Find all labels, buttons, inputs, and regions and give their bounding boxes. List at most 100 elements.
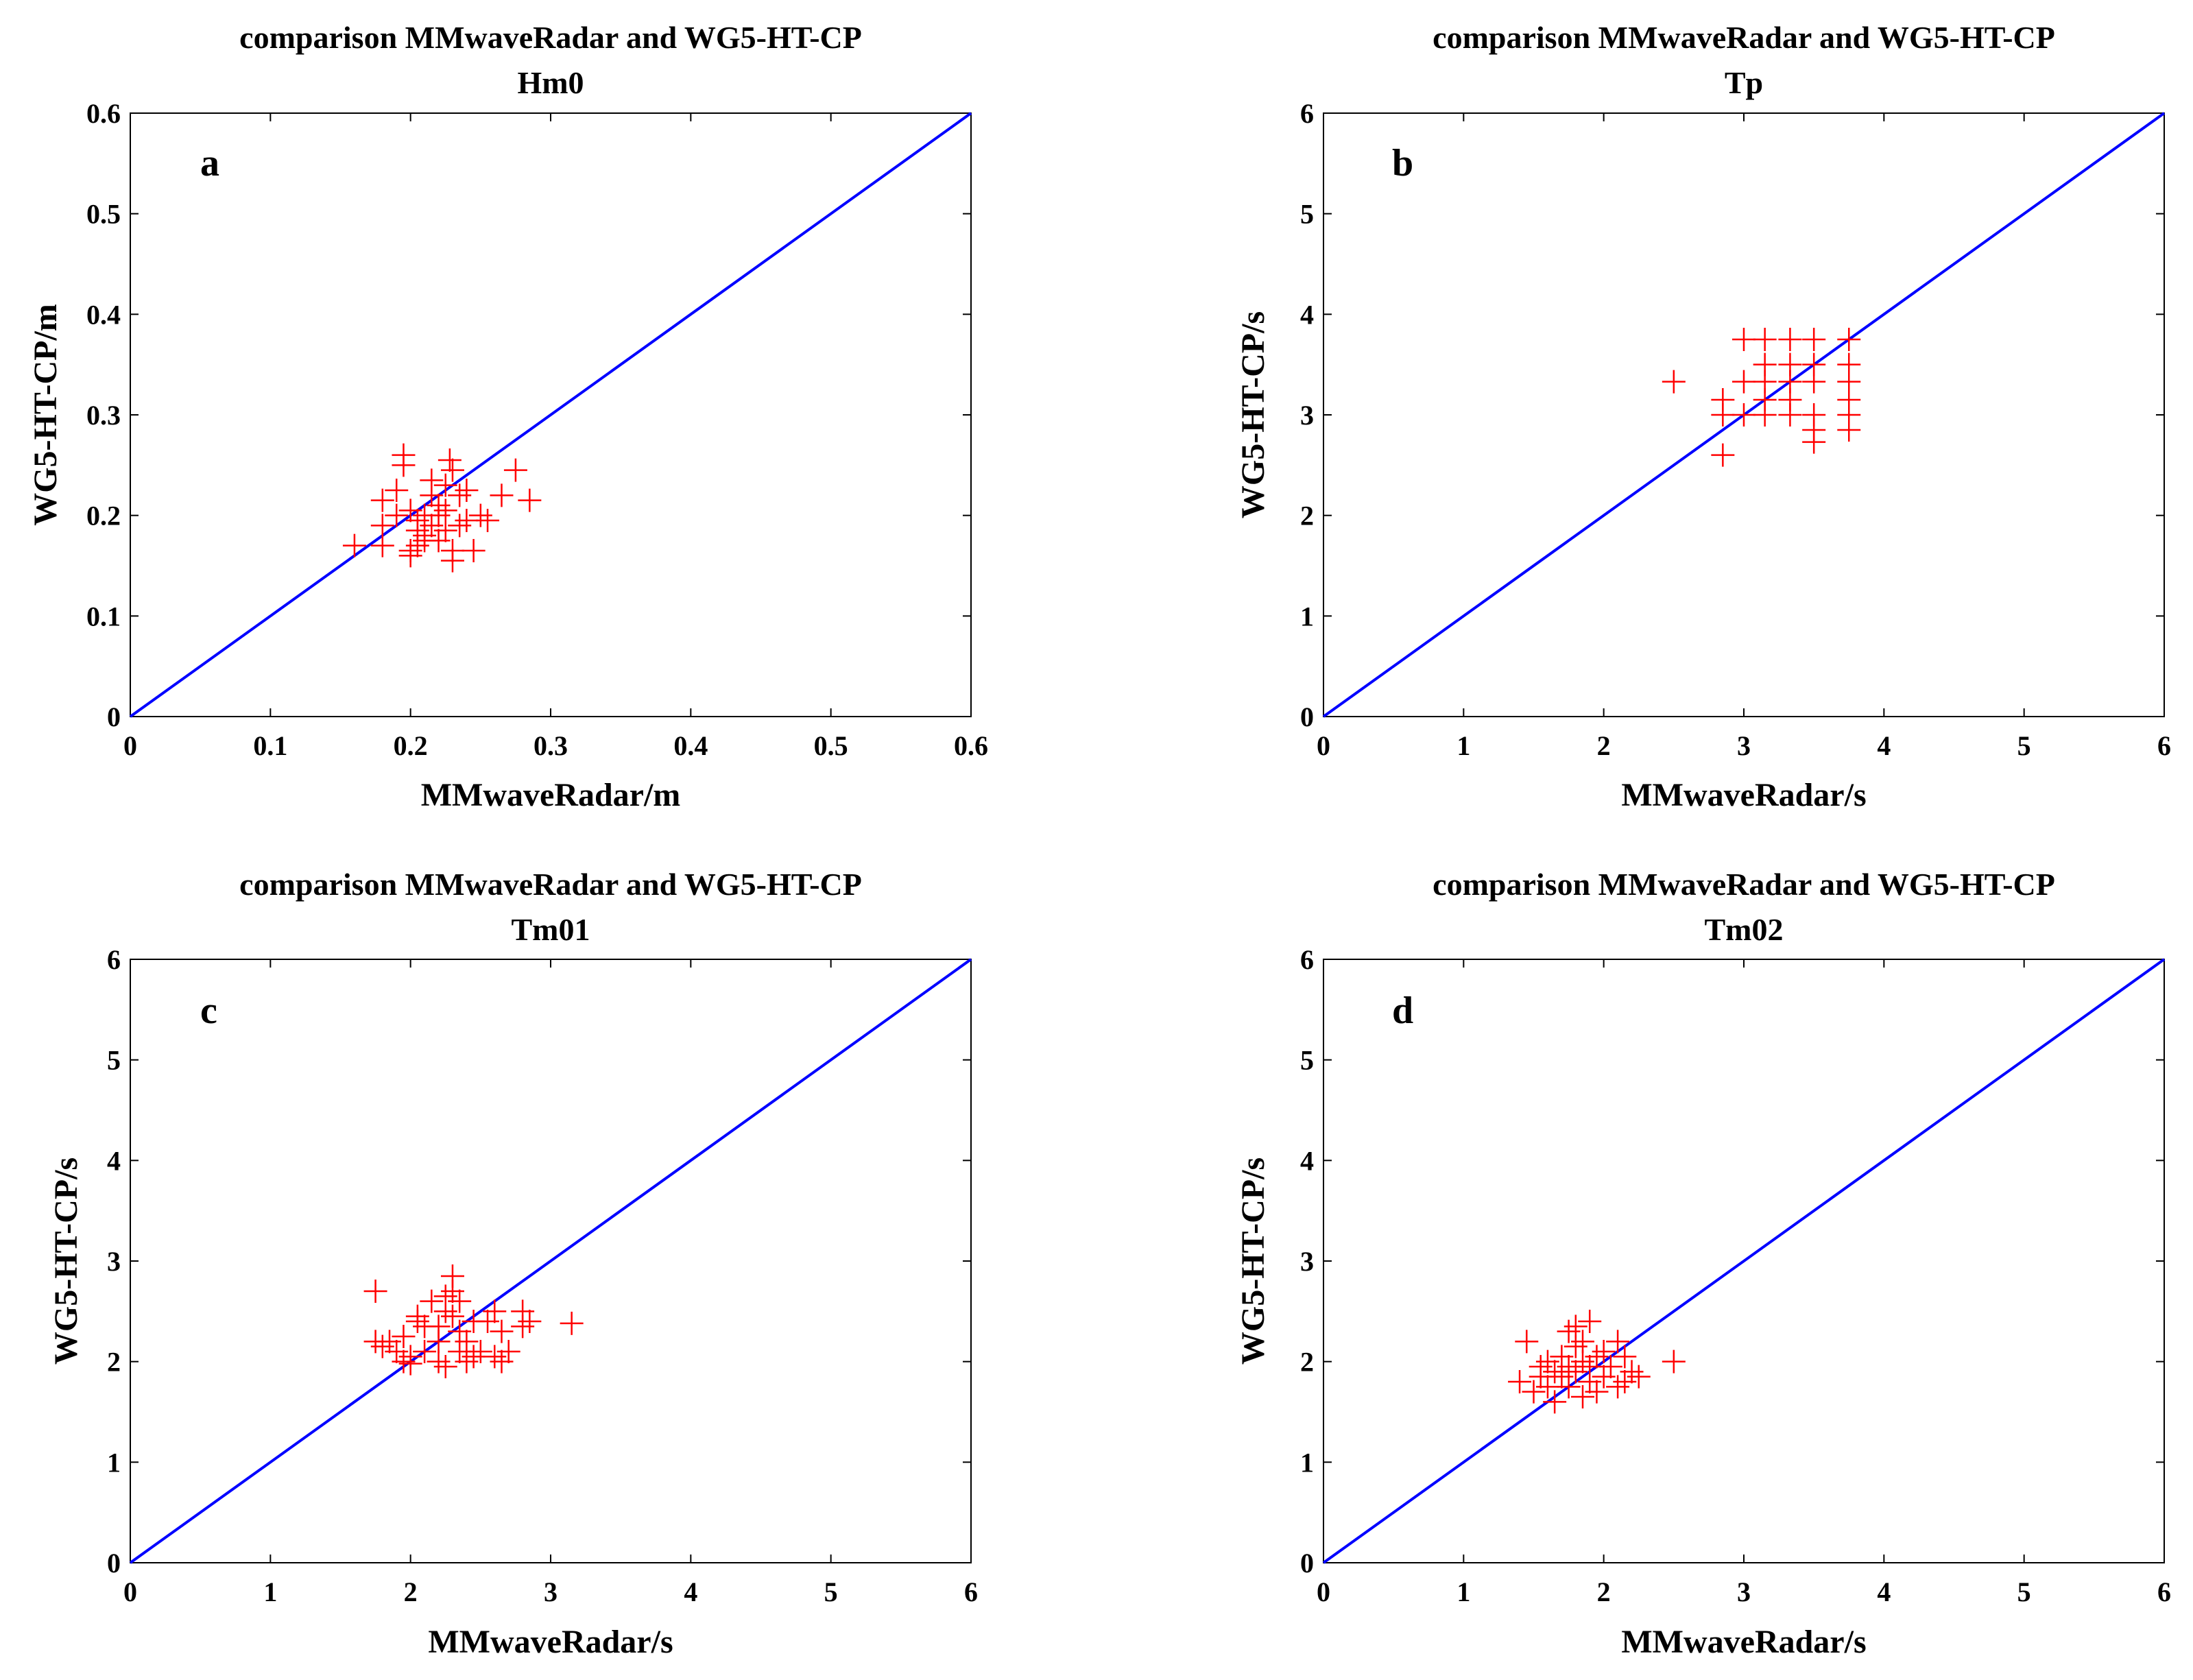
data-point — [1662, 1349, 1686, 1373]
data-point — [1557, 1355, 1581, 1378]
data-point — [455, 479, 479, 502]
data-point — [1732, 328, 1755, 351]
x-tick-label: 6 — [2157, 730, 2171, 761]
data-point — [1557, 1375, 1581, 1399]
data-point — [1778, 352, 1802, 376]
y-tick-label: 0.5 — [86, 199, 121, 230]
y-tick-label: 5 — [1300, 199, 1314, 230]
data-point — [398, 539, 422, 562]
data-point — [490, 1319, 514, 1343]
x-tick-label: 0.5 — [814, 730, 848, 761]
x-tick-label: 6 — [964, 1576, 978, 1607]
data-point — [1592, 1340, 1616, 1363]
y-tick-label: 6 — [107, 944, 121, 975]
data-point — [518, 488, 542, 512]
data-point — [413, 1340, 437, 1363]
data-point — [405, 509, 429, 532]
data-point — [413, 529, 437, 553]
data-point — [1732, 403, 1755, 427]
data-point — [448, 1319, 472, 1343]
data-point — [455, 1330, 479, 1354]
y-tick-label: 4 — [1300, 1145, 1314, 1176]
x-tick-label: 4 — [1877, 1576, 1891, 1607]
data-point — [440, 458, 464, 482]
x-tick-label: 5 — [2017, 1576, 2031, 1607]
data-point — [1606, 1330, 1630, 1354]
y-tick-label: 0 — [1300, 1548, 1314, 1579]
one-to-one-line — [129, 958, 972, 1564]
x-tick-label: 1 — [263, 1576, 277, 1607]
data-point — [427, 1349, 451, 1373]
data-point — [1557, 1319, 1581, 1343]
y-tick-label: 1 — [1300, 601, 1314, 632]
data-point — [503, 458, 527, 482]
x-tick-label: 1 — [1457, 1576, 1470, 1607]
data-point — [448, 1289, 472, 1313]
data-point — [1711, 443, 1735, 467]
one-to-one-line — [1322, 958, 2166, 1564]
data-point — [363, 1280, 387, 1303]
data-point — [440, 1304, 464, 1328]
x-tick-label: 3 — [1737, 730, 1751, 761]
y-tick-label: 0.2 — [86, 501, 121, 531]
x-tick-label: 2 — [1597, 730, 1611, 761]
data-point — [462, 1345, 486, 1369]
x-tick-label: 4 — [684, 1576, 697, 1607]
data-point — [560, 1311, 584, 1335]
x-tick-label: 0 — [1317, 730, 1330, 761]
y-tick-label: 0.6 — [86, 98, 121, 129]
x-tick-label: 2 — [404, 1576, 418, 1607]
y-axis-label: WG5-HT-CP/s — [1235, 311, 1271, 518]
y-tick-label: 2 — [1300, 501, 1314, 531]
data-point — [1620, 1360, 1644, 1384]
x-tick-label: 3 — [544, 1576, 558, 1607]
data-point — [433, 1355, 457, 1378]
y-tick-label: 0 — [107, 701, 121, 732]
data-point — [1837, 328, 1861, 351]
data-point — [511, 1315, 535, 1339]
data-point — [518, 1310, 542, 1333]
data-point — [1802, 403, 1826, 427]
y-axis-label: WG5-HT-CP/s — [48, 1157, 84, 1365]
data-point — [448, 514, 472, 538]
panel-letter: c — [200, 989, 217, 1032]
data-point — [1571, 1330, 1595, 1354]
y-tick-label: 4 — [1300, 299, 1314, 330]
data-point — [420, 468, 444, 492]
data-point — [1563, 1360, 1587, 1384]
data-point — [468, 503, 492, 527]
data-point — [476, 509, 500, 532]
x-axis-label: MMwaveRadar/s — [428, 1624, 673, 1660]
data-point — [385, 503, 409, 527]
x-tick-label: 2 — [1597, 1576, 1611, 1607]
data-point — [1662, 370, 1686, 394]
x-tick-label: 1 — [1457, 730, 1470, 761]
y-tick-label: 1 — [1300, 1447, 1314, 1478]
x-axis-label: MMwaveRadar/m — [421, 777, 681, 813]
data-point — [427, 494, 451, 517]
x-tick-label: 0.3 — [534, 730, 568, 761]
chart-title: comparison MMwaveRadar and WG5-HT-CP — [1433, 867, 2055, 902]
chart-subtitle: Tm02 — [1705, 912, 1784, 947]
x-axis-label: MMwaveRadar/s — [1621, 1624, 1866, 1660]
data-point — [385, 479, 409, 502]
chart-subtitle: Tp — [1725, 65, 1763, 100]
data-point — [370, 488, 394, 512]
y-tick-label: 1 — [107, 1447, 121, 1478]
x-tick-label: 4 — [1877, 730, 1891, 761]
panel-letter: d — [1392, 989, 1413, 1032]
data-point — [1571, 1385, 1595, 1408]
data-point — [1753, 328, 1777, 351]
data-point — [1535, 1375, 1559, 1399]
data-point — [392, 453, 416, 477]
data-point — [438, 448, 462, 472]
data-point — [490, 1349, 514, 1373]
y-tick-label: 4 — [107, 1145, 121, 1176]
y-tick-label: 5 — [1300, 1045, 1314, 1076]
y-tick-label: 0.1 — [86, 601, 121, 632]
data-point — [483, 1345, 507, 1369]
y-tick-label: 6 — [1300, 944, 1314, 975]
data-point — [483, 1299, 507, 1323]
data-point — [405, 1304, 429, 1328]
